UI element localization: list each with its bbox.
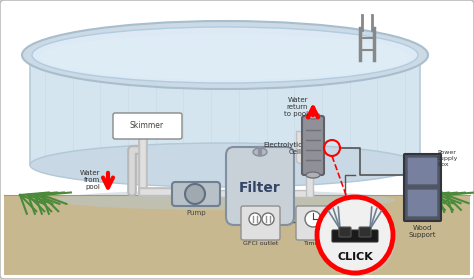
FancyBboxPatch shape: [332, 230, 378, 242]
Circle shape: [320, 200, 396, 276]
Text: Wood
Support: Wood Support: [408, 225, 436, 238]
FancyBboxPatch shape: [407, 157, 438, 185]
Ellipse shape: [32, 27, 418, 83]
FancyBboxPatch shape: [226, 147, 294, 225]
Text: Pump: Pump: [186, 210, 206, 216]
Ellipse shape: [306, 113, 320, 119]
Circle shape: [185, 184, 205, 204]
Text: CLICK: CLICK: [337, 252, 373, 262]
FancyBboxPatch shape: [296, 206, 330, 240]
Ellipse shape: [55, 190, 395, 210]
Text: Timer: Timer: [304, 241, 322, 246]
FancyBboxPatch shape: [113, 113, 182, 139]
FancyBboxPatch shape: [407, 189, 438, 217]
Text: Power
Supply
Box: Power Supply Box: [437, 150, 458, 167]
Text: GFCI outlet: GFCI outlet: [243, 241, 279, 246]
Text: Water
return
to pool: Water return to pool: [284, 97, 308, 117]
Ellipse shape: [22, 21, 428, 89]
Text: Filter: Filter: [239, 181, 281, 195]
Text: Water
from
pool: Water from pool: [80, 170, 100, 190]
FancyBboxPatch shape: [404, 154, 441, 221]
FancyBboxPatch shape: [302, 116, 324, 175]
Ellipse shape: [40, 34, 410, 80]
Circle shape: [262, 213, 274, 225]
FancyBboxPatch shape: [359, 227, 371, 237]
Circle shape: [317, 197, 393, 273]
Ellipse shape: [306, 172, 320, 178]
Text: Electrolytic
Cell: Electrolytic Cell: [263, 141, 302, 155]
FancyBboxPatch shape: [339, 227, 351, 237]
Bar: [30, 55, 420, 165]
FancyBboxPatch shape: [241, 206, 280, 240]
Ellipse shape: [253, 148, 267, 156]
Circle shape: [305, 211, 321, 227]
Ellipse shape: [239, 212, 287, 222]
Bar: [4, 195, 470, 275]
FancyBboxPatch shape: [172, 182, 220, 206]
Circle shape: [249, 213, 261, 225]
Text: Skimmer: Skimmer: [130, 121, 164, 131]
Ellipse shape: [30, 143, 420, 187]
